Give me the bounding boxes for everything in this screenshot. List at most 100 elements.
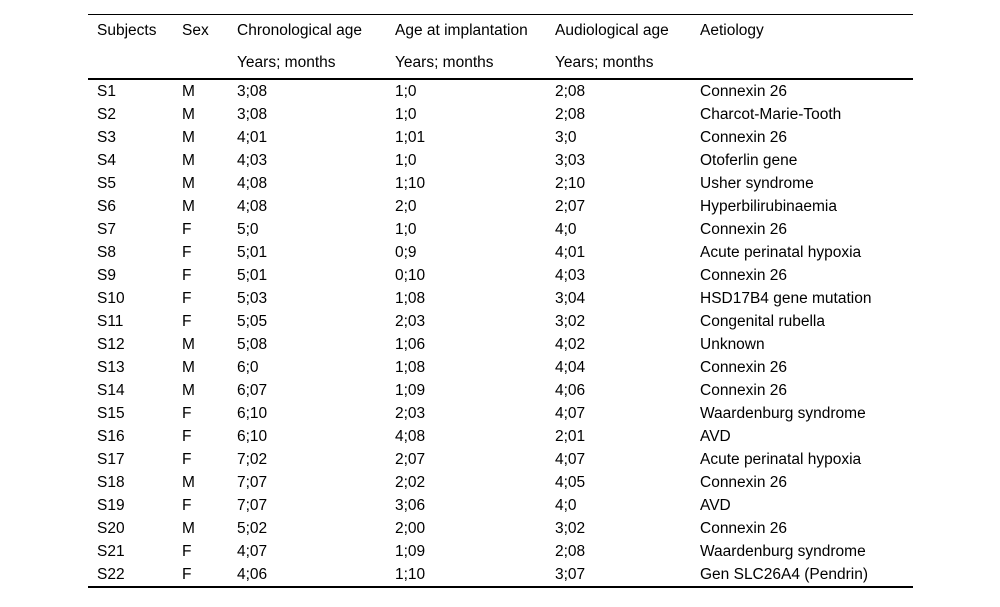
cell-audiological-age: 2;08 [555,83,586,100]
cell-sex: M [182,106,195,123]
cell-chronological-age: 7;07 [237,474,268,491]
cell-age-at-implantation: 3;06 [395,497,426,514]
cell-chronological-age: 5;0 [237,221,259,238]
cell-subject: S19 [97,497,125,514]
subjects-table-container: Subjects Sex Chronological age Age at im… [88,14,913,588]
cell-subject: S13 [97,359,125,376]
cell-sex: F [182,543,192,560]
cell-subject: S22 [97,566,125,583]
cell-sex: M [182,129,195,146]
cell-subject: S11 [97,313,124,330]
cell-audiological-age: 4;04 [555,359,586,376]
cell-age-at-implantation: 4;08 [395,428,426,445]
cell-chronological-age: 6;07 [237,382,268,399]
table-row: S1 M 3;08 1;0 2;08 Connexin 26 [88,79,913,103]
cell-audiological-age: 2;08 [555,106,586,123]
cell-audiological-age: 4;0 [555,497,577,514]
header-row-units: Years; months Years; months Years; month… [88,47,913,80]
cell-chronological-age: 3;08 [237,106,268,123]
cell-chronological-age: 4;01 [237,129,268,146]
column-subheader-sex [182,47,237,80]
cell-chronological-age: 5;01 [237,244,268,261]
table-row: S17 F 7;02 2;07 4;07 Acute perinatal hypoxia [88,448,913,471]
cell-subject: S14 [97,382,125,399]
column-header-age-at-implantation: Age at implantation [395,22,528,39]
table-row: S3 M 4;01 1;01 3;0 Connexin 26 [88,126,913,149]
table-row: S18 M 7;07 2;02 4;05 Connexin 26 [88,471,913,494]
table-body: S1 M 3;08 1;0 2;08 Connexin 26 S2 M 3;08 1;0 2;08 C… [88,79,913,587]
cell-chronological-age: 5;02 [237,520,268,537]
column-subheader-chronological-age: Years; months [237,53,336,71]
cell-subject: S16 [97,428,125,445]
cell-chronological-age: 3;08 [237,83,268,100]
table-row: S10 F 5;03 1;08 3;04 HSD17B4 gene mutation [88,287,913,310]
column-subheader-aetiology [700,47,913,80]
table-row: S8 F 5;01 0;9 4;01 Acute perinatal hypoxia [88,241,913,264]
cell-chronological-age: 5;05 [237,313,268,330]
cell-chronological-age: 7;07 [237,497,268,514]
cell-audiological-age: 4;0 [555,221,577,238]
cell-chronological-age: 5;08 [237,336,268,353]
table-row: S16 F 6;10 4;08 2;01 AVD [88,425,913,448]
cell-chronological-age: 4;07 [237,543,268,560]
column-header-sex: Sex [182,22,209,39]
cell-aetiology: Waardenburg syndrome [700,405,866,422]
cell-audiological-age: 4;07 [555,451,586,468]
cell-audiological-age: 4;03 [555,267,586,284]
cell-sex: F [182,405,192,422]
cell-sex: M [182,382,195,399]
cell-aetiology: Charcot-Marie-Tooth [700,106,842,123]
cell-subject: S15 [97,405,125,422]
table-row: S13 M 6;0 1;08 4;04 Connexin 26 [88,356,913,379]
cell-age-at-implantation: 1;01 [395,129,426,146]
cell-sex: M [182,83,195,100]
cell-age-at-implantation: 2;02 [395,474,426,491]
cell-aetiology: Acute perinatal hypoxia [700,451,862,468]
cell-sex: M [182,474,195,491]
cell-aetiology: Acute perinatal hypoxia [700,244,862,261]
cell-age-at-implantation: 1;0 [395,106,417,123]
column-header-chronological-age: Chronological age [237,22,362,39]
column-header-aetiology: Aetiology [700,22,764,39]
cell-sex: M [182,152,195,169]
table-row: S21 F 4;07 1;09 2;08 Waardenburg syndrome [88,540,913,563]
cell-audiological-age: 4;01 [555,244,586,261]
cell-sex: F [182,267,192,284]
table-row: S7 F 5;0 1;0 4;0 Connexin 26 [88,218,913,241]
cell-age-at-implantation: 1;0 [395,221,417,238]
cell-aetiology: Connexin 26 [700,474,788,491]
cell-subject: S20 [97,520,125,537]
cell-audiological-age: 3;02 [555,313,586,330]
cell-sex: M [182,359,195,376]
table-row: S14 M 6;07 1;09 4;06 Connexin 26 [88,379,913,402]
cell-aetiology: Congenital rubella [700,313,825,330]
cell-aetiology: Usher syndrome [700,175,814,192]
cell-subject: S3 [97,129,116,146]
cell-aetiology: Connexin 26 [700,221,788,238]
column-subheader-age-at-implantation: Years; months [395,53,494,71]
cell-audiological-age: 2;01 [555,428,586,445]
column-subheader-audiological-age: Years; months [555,53,654,71]
cell-audiological-age: 3;04 [555,290,586,307]
cell-subject: S1 [97,83,116,100]
table-row: S20 M 5;02 2;00 3;02 Connexin 26 [88,517,913,540]
cell-chronological-age: 6;0 [237,359,259,376]
header-row-main: Subjects Sex Chronological age Age at im… [88,15,913,47]
cell-subject: S8 [97,244,116,261]
cell-audiological-age: 3;02 [555,520,586,537]
cell-age-at-implantation: 0;9 [395,244,417,261]
cell-sex: F [182,221,192,238]
cell-aetiology: Connexin 26 [700,359,788,376]
cell-age-at-implantation: 1;0 [395,152,417,169]
cell-age-at-implantation: 1;10 [395,175,426,192]
cell-age-at-implantation: 2;0 [395,198,417,215]
cell-aetiology: AVD [700,497,731,514]
cell-aetiology: Connexin 26 [700,520,788,537]
cell-age-at-implantation: 1;08 [395,359,426,376]
cell-sex: M [182,520,195,537]
cell-age-at-implantation: 2;03 [395,405,426,422]
cell-age-at-implantation: 0;10 [395,267,426,284]
cell-age-at-implantation: 1;09 [395,382,426,399]
cell-chronological-age: 6;10 [237,405,268,422]
cell-audiological-age: 4;07 [555,405,586,422]
